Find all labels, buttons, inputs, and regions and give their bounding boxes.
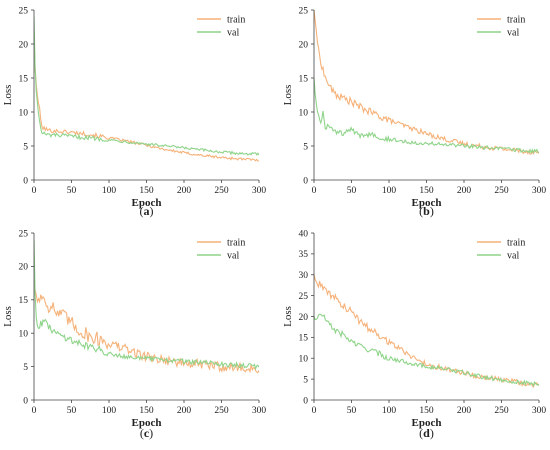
- series-line-val: [34, 239, 259, 371]
- y-tick-label: 15: [19, 296, 29, 306]
- x-tick-label: 0: [312, 406, 317, 416]
- y-tick-label: 0: [303, 396, 308, 406]
- x-tick-label: 100: [382, 186, 397, 196]
- y-tick-label: 20: [299, 313, 309, 323]
- caption-open: (: [419, 426, 423, 440]
- x-tick-label: 300: [532, 186, 547, 196]
- caption-close: ): [430, 426, 434, 440]
- legend-label-train: train: [227, 238, 245, 249]
- y-tick-label: 5: [303, 375, 308, 385]
- legend-label-val: val: [507, 251, 519, 262]
- chart-panel-a: (a): [31, 9, 260, 218]
- caption-close: ): [150, 204, 154, 218]
- y-tick-label: 15: [299, 74, 309, 84]
- legend-label-val: val: [227, 251, 239, 262]
- legend-label-train: train: [227, 15, 245, 26]
- y-tick-label: 20: [299, 40, 309, 50]
- caption-close: ): [149, 426, 153, 440]
- y-tick-label: 5: [303, 142, 308, 152]
- x-tick-label: 200: [177, 406, 192, 416]
- y-tick-label: 10: [299, 108, 309, 118]
- x-axis-label: Epoch: [412, 417, 442, 429]
- series-line-val: [314, 313, 539, 387]
- x-tick-label: 50: [347, 186, 357, 196]
- x-tick-label: 150: [419, 186, 434, 196]
- caption-letter: a: [144, 204, 150, 218]
- x-tick-label: 100: [102, 406, 117, 416]
- x-tick-label: 250: [494, 406, 509, 416]
- caption-open: (: [419, 204, 423, 218]
- series-line-val: [34, 16, 259, 156]
- x-tick-label: 50: [67, 406, 77, 416]
- series-line-val: [314, 77, 539, 155]
- x-axis-label: Epoch: [412, 197, 442, 209]
- legend-label-val: val: [227, 28, 239, 39]
- x-tick-label: 200: [177, 186, 192, 196]
- series-line-train: [314, 10, 539, 155]
- panel-caption: (c): [140, 426, 153, 440]
- caption-open: (: [140, 426, 144, 440]
- x-axis-label: Epoch: [132, 417, 162, 429]
- chart-panel-c: (c): [31, 232, 260, 440]
- caption-close: ): [430, 204, 434, 218]
- y-tick-label: 0: [23, 396, 28, 406]
- y-tick-label: 25: [19, 6, 29, 16]
- y-axis-label: Loss: [2, 306, 14, 327]
- y-axis-label: Loss: [282, 85, 294, 106]
- y-tick-label: 35: [299, 250, 309, 260]
- y-tick-label: 25: [299, 292, 309, 302]
- series-line-train: [314, 274, 539, 388]
- x-tick-label: 100: [382, 406, 397, 416]
- panel-caption: (b): [419, 204, 434, 218]
- x-tick-label: 150: [139, 186, 154, 196]
- x-tick-label: 50: [347, 406, 357, 416]
- caption-letter: b: [423, 204, 430, 218]
- panel-caption: (a): [140, 204, 154, 218]
- y-axis-label: Loss: [282, 306, 294, 327]
- y-tick-label: 20: [19, 263, 29, 273]
- y-tick-label: 15: [299, 334, 309, 344]
- x-tick-label: 200: [457, 186, 472, 196]
- x-tick-label: 200: [457, 406, 472, 416]
- y-tick-label: 10: [19, 108, 29, 118]
- x-tick-label: 300: [532, 406, 547, 416]
- y-tick-label: 25: [299, 6, 309, 16]
- x-tick-label: 150: [139, 406, 154, 416]
- y-axis-label: Loss: [2, 85, 14, 106]
- caption-letter: c: [144, 426, 150, 440]
- y-tick-label: 20: [19, 40, 29, 50]
- x-tick-label: 0: [32, 186, 37, 196]
- x-tick-label: 150: [419, 406, 434, 416]
- legend-label-train: train: [507, 238, 525, 249]
- x-tick-label: 250: [214, 186, 229, 196]
- chart-panel-b: (b): [311, 9, 540, 218]
- legend-label-val: val: [507, 28, 519, 39]
- y-tick-label: 5: [23, 363, 28, 373]
- y-tick-label: 10: [299, 355, 309, 365]
- x-tick-label: 250: [214, 406, 229, 416]
- x-tick-label: 100: [102, 186, 117, 196]
- legend-label-train: train: [507, 15, 525, 26]
- y-tick-label: 15: [19, 74, 29, 84]
- x-tick-label: 0: [312, 186, 317, 196]
- x-tick-label: 250: [494, 186, 509, 196]
- caption-open: (: [140, 204, 144, 218]
- y-tick-label: 0: [23, 176, 28, 186]
- x-tick-label: 300: [252, 186, 267, 196]
- panel-caption: (d): [419, 426, 434, 440]
- x-axis-label: Epoch: [132, 197, 162, 209]
- x-tick-label: 0: [32, 406, 37, 416]
- chart-panel-d: (d): [311, 232, 540, 440]
- x-tick-label: 50: [67, 186, 77, 196]
- y-tick-label: 30: [299, 271, 309, 281]
- y-tick-label: 10: [19, 330, 29, 340]
- y-tick-label: 40: [299, 229, 309, 239]
- y-tick-label: 25: [19, 229, 29, 239]
- x-tick-label: 300: [252, 406, 267, 416]
- caption-letter: d: [423, 426, 430, 440]
- y-tick-label: 5: [23, 142, 28, 152]
- series-line-train: [34, 37, 259, 162]
- y-tick-label: 0: [303, 176, 308, 186]
